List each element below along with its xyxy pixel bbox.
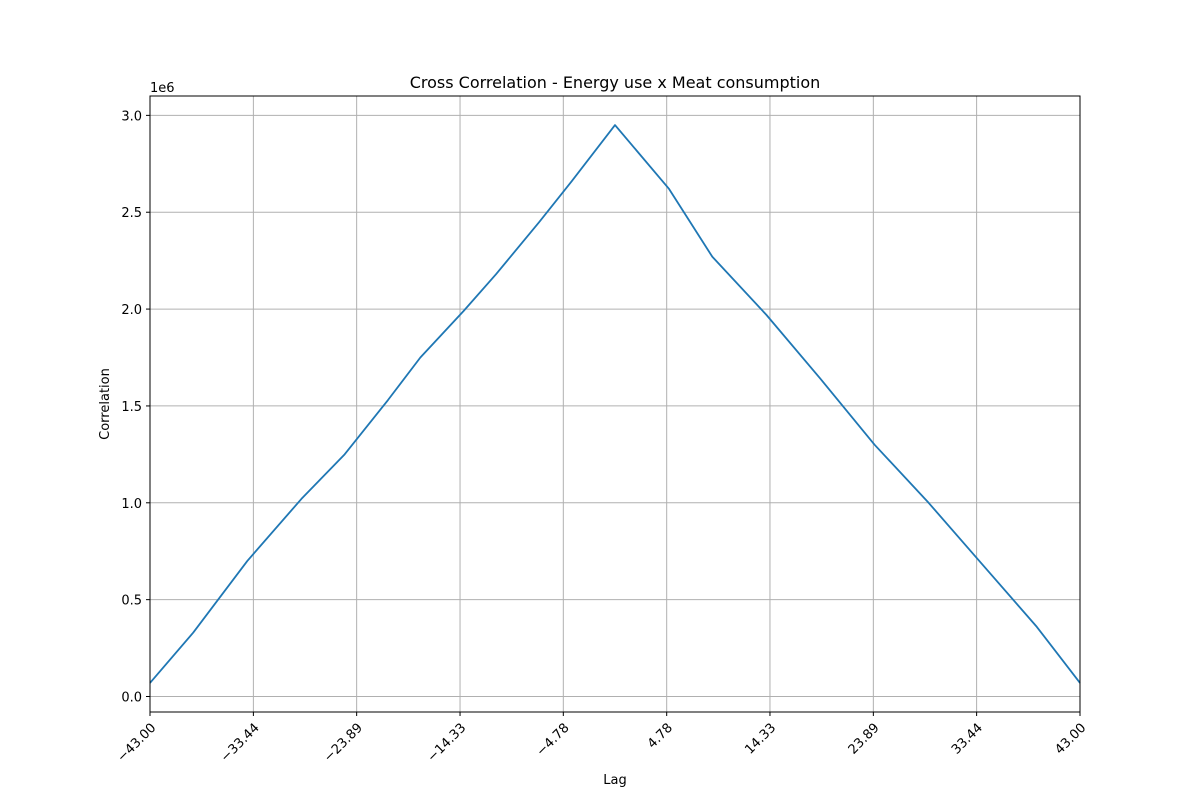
x-tick-label: −4.78 <box>534 721 573 760</box>
x-tick-label: −33.44 <box>218 721 263 766</box>
x-tick-label: 23.89 <box>846 721 883 758</box>
y-tick-label: 0.0 <box>121 691 142 706</box>
grid-layer <box>149 96 1081 712</box>
y-tick-label: 2.5 <box>121 206 142 221</box>
x-tick-label: 4.78 <box>645 721 676 752</box>
y-tick-label: 1.0 <box>121 497 142 512</box>
x-tick-label: −23.89 <box>321 721 366 766</box>
x-tick-label: 43.00 <box>1052 721 1089 758</box>
y-axis-label: Correlation <box>98 368 113 440</box>
plot-frame <box>149 95 1081 713</box>
y-tick-label: 3.0 <box>121 109 142 124</box>
x-tick-label: −14.33 <box>425 721 470 766</box>
y-tick-label: 1.5 <box>121 400 142 415</box>
series-layer <box>149 124 1081 684</box>
y-tick-label: 0.5 <box>121 594 142 609</box>
x-axis-label: Lag <box>603 773 626 788</box>
x-tick-label: 14.33 <box>742 721 779 758</box>
y-offset-label: 1e6 <box>150 81 175 96</box>
x-tick-label: −43.00 <box>115 721 160 766</box>
ticks-layer: 0.0 0.5 1.0 1.5 2.0 2.5 3.0 −43.00 −33.44 −23.89 −… <box>115 109 1090 765</box>
x-tick-label: 33.44 <box>949 721 986 758</box>
chart-title: Cross Correlation - Energy use x Meat co… <box>410 73 821 92</box>
y-tick-label: 2.0 <box>121 303 142 318</box>
